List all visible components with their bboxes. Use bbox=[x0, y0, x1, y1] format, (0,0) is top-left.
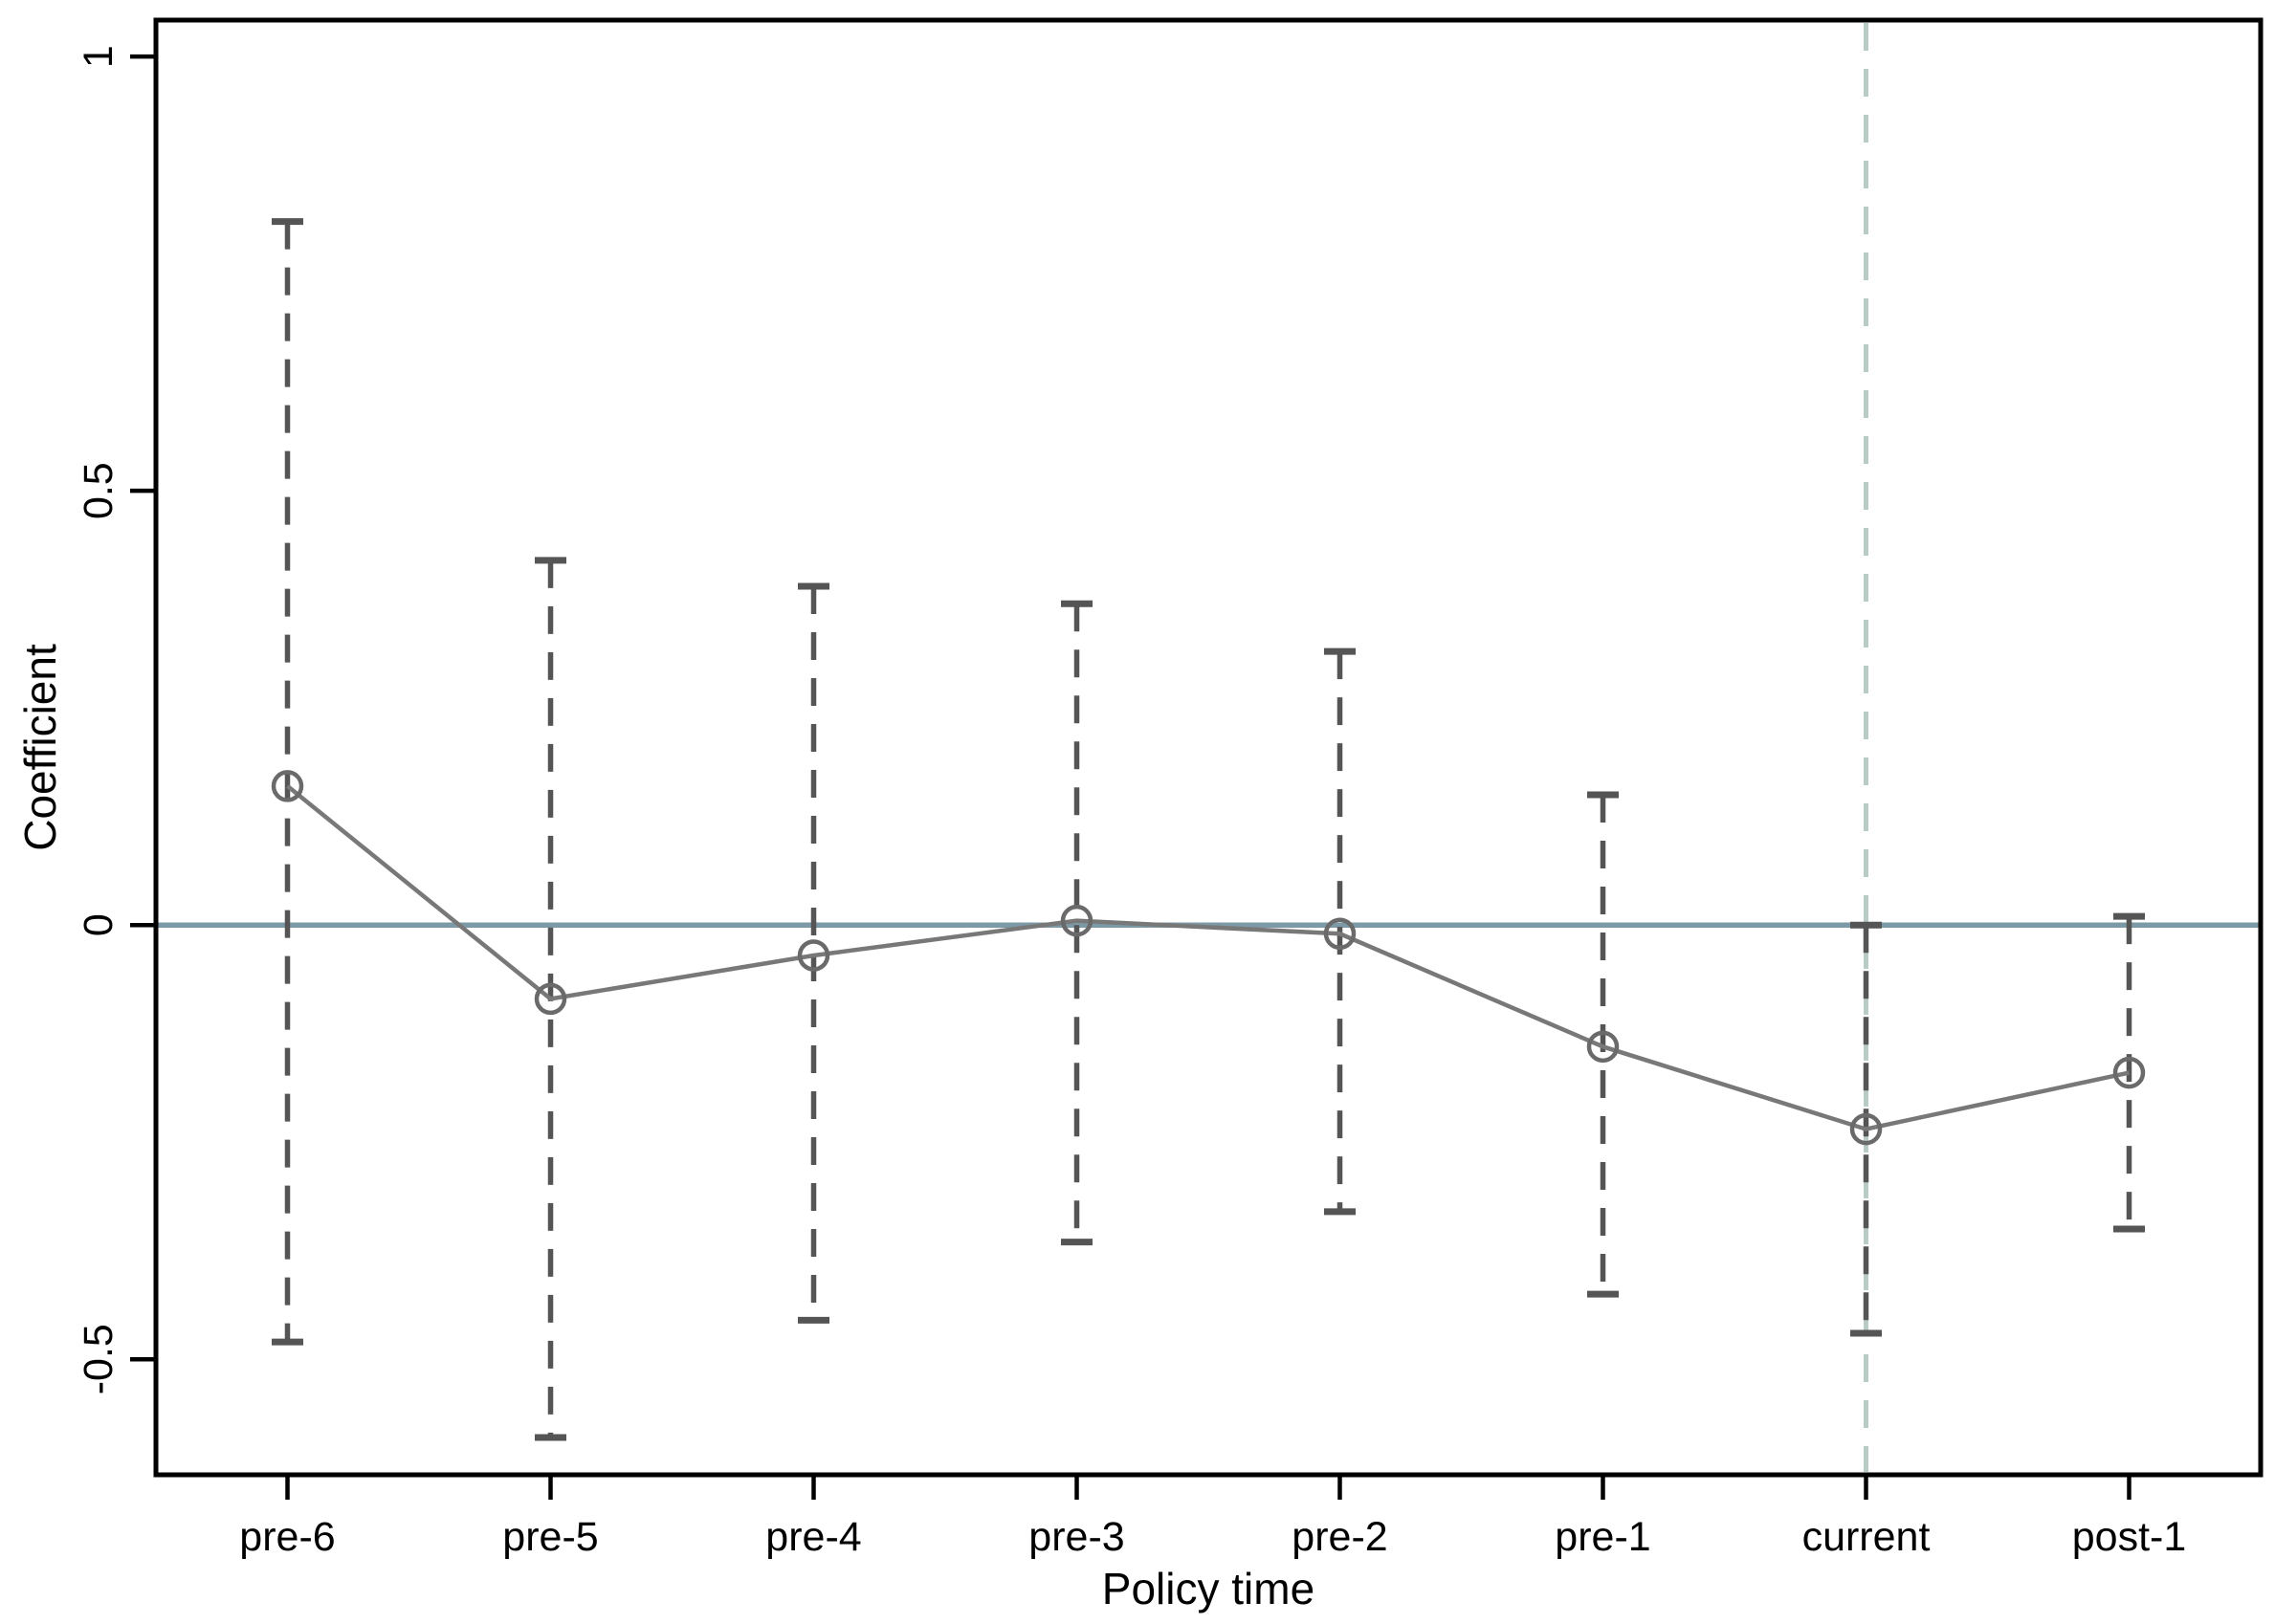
error-bar bbox=[1324, 647, 1356, 1216]
x-tick-label: pre-2 bbox=[1292, 1514, 1387, 1560]
series-layer bbox=[271, 770, 2146, 1146]
y-tick-label: -0.5 bbox=[76, 1324, 121, 1394]
plot-frame bbox=[153, 17, 2264, 1478]
text-layer: 1 0.5 0 -0.5 pre-6 pre-5 pre-4 pre-3 pre-2 pre-1 c… bbox=[15, 45, 2186, 1613]
error-bar bbox=[272, 218, 303, 1346]
y-axis-title: Coefficient bbox=[15, 644, 65, 851]
error-bar bbox=[798, 582, 829, 1324]
x-tick-label: current bbox=[1802, 1514, 1931, 1560]
x-axis-title: Policy time bbox=[1102, 1564, 1314, 1613]
x-tick-label: pre-4 bbox=[765, 1514, 861, 1560]
x-tick-label: post-1 bbox=[2072, 1514, 2187, 1560]
series-line bbox=[286, 784, 2130, 1131]
y-tick-label: 0 bbox=[76, 913, 121, 936]
x-tick-label: pre-1 bbox=[1555, 1514, 1650, 1560]
y-tick-label: 1 bbox=[76, 45, 121, 68]
data-point-marker bbox=[1586, 1030, 1620, 1064]
x-tick-label: pre-5 bbox=[502, 1514, 598, 1560]
data-point-marker bbox=[1849, 1112, 1883, 1146]
axes-layer bbox=[130, 17, 2264, 1500]
data-point-marker bbox=[534, 982, 567, 1016]
x-tick-label: pre-6 bbox=[239, 1514, 335, 1560]
data-point-marker bbox=[1060, 904, 1093, 937]
x-tick-label: pre-3 bbox=[1028, 1514, 1124, 1560]
data-point-marker bbox=[2112, 1056, 2146, 1089]
data-point-marker bbox=[1323, 917, 1357, 951]
data-point-marker bbox=[271, 770, 304, 802]
error-bar bbox=[1061, 600, 1093, 1246]
data-point-marker bbox=[797, 939, 830, 972]
y-tick-label: 0.5 bbox=[76, 462, 121, 519]
